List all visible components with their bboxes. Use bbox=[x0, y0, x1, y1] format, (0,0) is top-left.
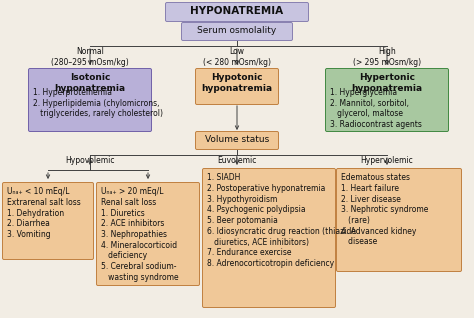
Text: Serum osmolality: Serum osmolality bbox=[197, 26, 277, 35]
FancyBboxPatch shape bbox=[195, 68, 279, 105]
Text: Hypotonic
hyponatremia: Hypotonic hyponatremia bbox=[201, 73, 273, 93]
FancyBboxPatch shape bbox=[326, 68, 448, 132]
FancyBboxPatch shape bbox=[182, 23, 292, 40]
Text: Low
(< 280 mOsm/kg): Low (< 280 mOsm/kg) bbox=[203, 47, 271, 67]
Text: Euvolemic: Euvolemic bbox=[217, 156, 257, 165]
Text: Normal
(280–295 mOsm/kg): Normal (280–295 mOsm/kg) bbox=[51, 47, 129, 67]
FancyBboxPatch shape bbox=[2, 183, 93, 259]
Text: Uₙₐ₊ < 10 mEq/L
Extrarenal salt loss
1. Dehydration
2. Diarrhea
3. Vomiting: Uₙₐ₊ < 10 mEq/L Extrarenal salt loss 1. … bbox=[7, 187, 81, 239]
Text: Isotonic
hyponatremia: Isotonic hyponatremia bbox=[55, 73, 126, 93]
Text: 1. Hyperglycemia
2. Mannitol, sorbitol,
   glycerol, maltose
3. Radiocontrast ag: 1. Hyperglycemia 2. Mannitol, sorbitol, … bbox=[330, 88, 422, 129]
Text: Hypovolemic: Hypovolemic bbox=[65, 156, 115, 165]
Text: HYPONATREMIA: HYPONATREMIA bbox=[191, 6, 283, 16]
Text: Edematous states
1. Heart failure
2. Liver disease
3. Nephrotic syndrome
   (rar: Edematous states 1. Heart failure 2. Liv… bbox=[341, 173, 428, 246]
Text: Hypervolemic: Hypervolemic bbox=[361, 156, 413, 165]
FancyBboxPatch shape bbox=[202, 169, 336, 308]
Text: Volume status: Volume status bbox=[205, 135, 269, 144]
Text: Uₙₐ₊ > 20 mEq/L
Renal salt loss
1. Diuretics
2. ACE inhibitors
3. Nephropathies
: Uₙₐ₊ > 20 mEq/L Renal salt loss 1. Diure… bbox=[101, 187, 179, 282]
FancyBboxPatch shape bbox=[337, 169, 462, 272]
Text: Hypertonic
hyponatremia: Hypertonic hyponatremia bbox=[351, 73, 422, 93]
Text: 1. Hyperproteinemia
2. Hyperlipidemia (chylomicrons,
   triglycerides, rarely ch: 1. Hyperproteinemia 2. Hyperlipidemia (c… bbox=[33, 88, 163, 119]
Text: High
(> 295 mOsm/kg): High (> 295 mOsm/kg) bbox=[353, 47, 421, 67]
FancyBboxPatch shape bbox=[97, 183, 200, 286]
FancyBboxPatch shape bbox=[165, 3, 309, 22]
Text: 1. SIADH
2. Postoperative hyponatremia
3. Hypothyroidism
4. Psychogenic polydips: 1. SIADH 2. Postoperative hyponatremia 3… bbox=[207, 173, 356, 268]
FancyBboxPatch shape bbox=[195, 132, 279, 149]
FancyBboxPatch shape bbox=[28, 68, 152, 132]
